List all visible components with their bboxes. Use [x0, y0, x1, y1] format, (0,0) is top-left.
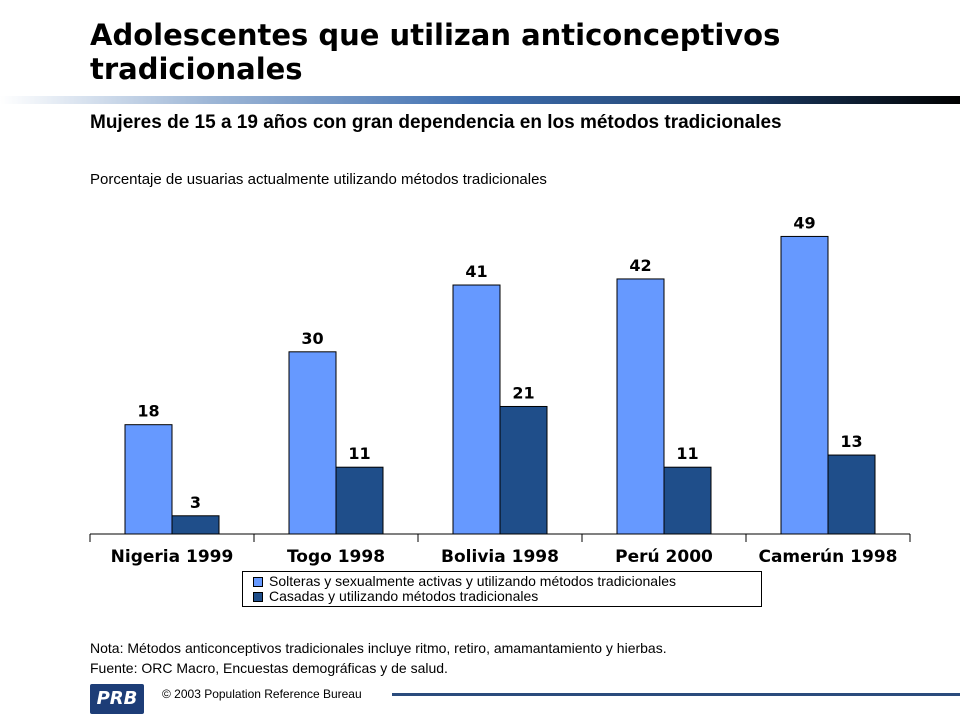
- x-tick-label-peru-2000: Perú 2000: [615, 547, 713, 567]
- chart-measure-label: Porcentaje de usuarias actualmente utili…: [90, 171, 547, 188]
- data-label-togo-1998-series-1: 30: [301, 329, 323, 348]
- data-label-togo-1998-series-2: 11: [348, 444, 370, 463]
- source-text: Fuente: ORC Macro, Encuestas demográfica…: [90, 660, 448, 676]
- note-text: Nota: Métodos anticonceptivos tradiciona…: [90, 640, 667, 656]
- slide-title: Adolescentes que utilizan anticonceptivo…: [90, 18, 781, 86]
- title-gradient-rule: [0, 96, 960, 104]
- footer-rule: [392, 693, 960, 696]
- copyright-text: © 2003 Population Reference Bureau: [162, 687, 362, 701]
- data-label-peru-2000-series-1: 42: [629, 256, 651, 275]
- chart-subtitle: Mujeres de 15 a 19 años con gran depende…: [90, 112, 782, 133]
- data-label-nigeria-1999-series-1: 18: [137, 402, 159, 421]
- legend-swatch-casadas: [253, 592, 263, 602]
- legend-label-casadas: Casadas y utilizando métodos tradicional…: [269, 588, 539, 604]
- legend-label-solteras: Solteras y sexualmente activas y utiliza…: [269, 573, 676, 589]
- bar-togo-1998-series-1: [288, 351, 337, 535]
- x-tick-label-togo-1998: Togo 1998: [287, 547, 385, 567]
- legend-swatch-solteras: [253, 577, 263, 587]
- data-label-camerun-1998-series-1: 49: [793, 213, 815, 232]
- bar-nigeria-1999-series-1: [124, 424, 173, 535]
- bar-peru-2000-series-1: [616, 278, 665, 535]
- data-label-peru-2000-series-2: 11: [676, 444, 698, 463]
- x-tick-label-camerun-1998: Camerún 1998: [758, 547, 897, 567]
- chart-legend: Solteras y sexualmente activas y utiliza…: [242, 571, 762, 607]
- bar-camerun-1998-series-2: [827, 454, 876, 535]
- bar-bolivia-1998-series-2: [499, 405, 548, 535]
- data-label-bolivia-1998-series-1: 41: [465, 262, 487, 281]
- data-label-camerun-1998-series-2: 13: [840, 432, 862, 451]
- bar-peru-2000-series-2: [663, 466, 712, 535]
- chart-notes: Nota: Métodos anticonceptivos tradiciona…: [90, 638, 667, 678]
- prb-logo: PRB: [90, 684, 144, 714]
- data-label-nigeria-1999-series-2: 3: [190, 493, 201, 512]
- legend-item-solteras: Solteras y sexualmente activas y utiliza…: [253, 573, 761, 589]
- legend-item-casadas: Casadas y utilizando métodos tradicional…: [253, 588, 761, 604]
- x-tick-label-bolivia-1998: Bolivia 1998: [441, 547, 559, 567]
- data-label-bolivia-1998-series-2: 21: [512, 383, 534, 402]
- bar-togo-1998-series-2: [335, 466, 384, 535]
- bar-camerun-1998-series-1: [780, 235, 829, 535]
- bar-bolivia-1998-series-1: [452, 284, 501, 535]
- x-tick-label-nigeria-1999: Nigeria 1999: [111, 547, 234, 567]
- bar-nigeria-1999-series-2: [171, 515, 220, 535]
